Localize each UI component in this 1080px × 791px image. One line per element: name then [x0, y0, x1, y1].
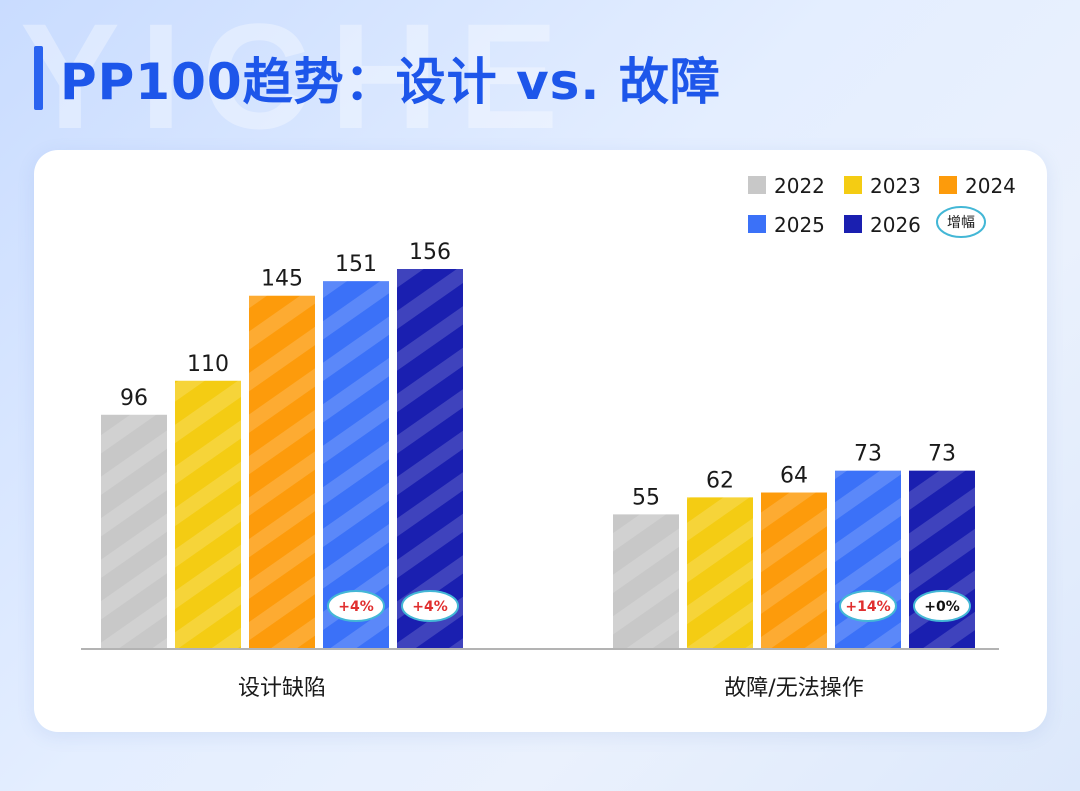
data-label-2022-0: 96	[120, 386, 148, 411]
bar-2024-0	[249, 295, 315, 648]
bar-2024-1	[761, 492, 827, 648]
title-accent-bar	[34, 46, 43, 110]
data-label-2023-0: 110	[187, 352, 229, 377]
chart-legend: 2022 2023 2024 2025 2026 增幅	[748, 174, 1016, 238]
legend-swatch-2023	[844, 176, 862, 194]
legend-item-2025: 2025	[748, 213, 825, 237]
chart-card: 2022 2023 2024 2025 2026 增幅 96 110 145 151 156 55 6…	[34, 150, 1047, 732]
bar-2023-0	[175, 380, 241, 648]
legend-swatch-2022	[748, 176, 766, 194]
bar-chart: 2022 2023 2024 2025 2026 增幅 96 110 145 151 156 55 6…	[81, 174, 1016, 701]
growth-badge-text-2: +14%	[845, 599, 890, 615]
bar-2023-1	[687, 497, 753, 648]
growth-badge-text-0: +4%	[338, 599, 374, 615]
legend-growth-badge-text: 增幅	[947, 215, 975, 231]
legend-item-2026: 2026	[844, 213, 921, 237]
page-title: PP100趋势：设计 vs. 故障	[60, 53, 721, 111]
growth-badge-1: +4%	[401, 590, 459, 622]
bar-2025-0	[323, 281, 389, 648]
growth-badge-text-1: +4%	[412, 599, 448, 615]
data-label-2025-1: 73	[854, 442, 882, 467]
growth-badge-0: +4%	[327, 590, 385, 622]
legend-label-2024: 2024	[965, 174, 1016, 198]
bar-2022-0	[101, 414, 167, 648]
data-label-2025-0: 151	[335, 252, 377, 277]
legend-item-2022: 2022	[748, 174, 825, 198]
legend-swatch-2026	[844, 215, 862, 233]
growth-badge-2: +14%	[839, 590, 897, 622]
legend-growth-badge: 增幅	[936, 206, 986, 238]
legend-swatch-2024	[939, 176, 957, 194]
legend-label-2022: 2022	[774, 174, 825, 198]
data-label-2022-1: 55	[632, 485, 660, 510]
bar-2026-0	[397, 269, 463, 648]
data-label-2026-1: 73	[928, 442, 956, 467]
chart-axis: 设计缺陷 故障/无法操作	[81, 648, 999, 701]
legend-item-2024: 2024	[939, 174, 1016, 198]
category-label-1: 故障/无法操作	[724, 676, 863, 701]
data-label-2024-1: 64	[780, 464, 808, 489]
data-label-2026-0: 156	[409, 240, 451, 265]
legend-item-2023: 2023	[844, 174, 921, 198]
legend-label-2025: 2025	[774, 213, 825, 237]
legend-label-2023: 2023	[870, 174, 921, 198]
legend-label-2026: 2026	[870, 213, 921, 237]
legend-swatch-2025	[748, 215, 766, 233]
category-label-0: 设计缺陷	[238, 676, 326, 701]
growth-badge-3: +0%	[913, 590, 971, 622]
data-label-2023-1: 62	[706, 468, 734, 493]
growth-badge-text-3: +0%	[924, 599, 960, 615]
chart-bars: 96 110 145 151 156 55 62 64 73 73 +4% +4% +14% +0%	[101, 240, 975, 648]
bar-2022-1	[613, 514, 679, 648]
data-label-2024-0: 145	[261, 267, 303, 292]
